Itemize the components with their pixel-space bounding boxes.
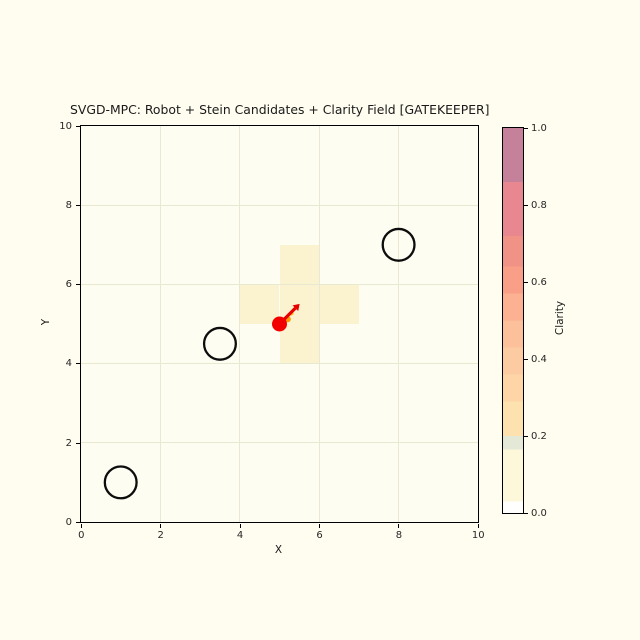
- x-tick-label: 2: [157, 530, 164, 541]
- x-tick-label: 10: [471, 530, 485, 541]
- y-tick-mark: [76, 204, 80, 207]
- colorbar-tick-label: 0.0: [531, 507, 547, 519]
- grid-line-horizontal: [81, 283, 478, 285]
- colorbar-tick-mark: [524, 281, 529, 283]
- y-tick-mark: [76, 521, 80, 523]
- robot-heading-arrow-shaft: [282, 307, 297, 322]
- colorbar-tick-label: 1.0: [531, 122, 547, 134]
- colorbar-tick-mark: [524, 204, 529, 206]
- colorbar-gradient: [502, 127, 524, 514]
- x-axis-label: X: [274, 544, 283, 556]
- y-tick-label: 2: [65, 437, 72, 449]
- robot-heading-arrow-head: [292, 303, 300, 311]
- x-tick-mark: [160, 523, 162, 528]
- x-tick-label: 0: [78, 530, 85, 541]
- x-tick-mark: [80, 523, 82, 528]
- obstacle-circle: [103, 465, 138, 500]
- y-tick-label: 0: [65, 516, 72, 528]
- colorbar-tick-mark: [524, 127, 529, 129]
- clarity-field-cell: [279, 244, 320, 285]
- colorbar-tick-mark: [524, 358, 529, 360]
- x-tick-mark: [239, 523, 241, 528]
- y-tick-label: 8: [65, 200, 72, 211]
- y-tick-mark: [76, 363, 80, 365]
- y-tick-mark: [76, 442, 80, 444]
- colorbar-tick-mark: [524, 512, 529, 514]
- obstacle-circle: [381, 227, 416, 262]
- grid-line-horizontal: [81, 442, 478, 444]
- y-tick-label: 10: [59, 120, 72, 132]
- obstacle-circle: [202, 326, 237, 361]
- y-axis-label: Y: [40, 318, 52, 326]
- grid-line-vertical: [318, 126, 320, 522]
- y-tick-label: 4: [65, 358, 72, 370]
- grid-line-horizontal: [81, 363, 478, 365]
- x-tick-mark: [477, 523, 479, 528]
- colorbar-tick-label: 0.8: [531, 199, 547, 211]
- chart-title: SVGD-MPC: Robot + Stein Candidates + Cla…: [70, 102, 490, 117]
- x-tick-label: 8: [395, 530, 403, 541]
- colorbar-tick-label: 0.6: [531, 276, 547, 288]
- x-tick-mark: [318, 523, 321, 528]
- grid-line-vertical: [239, 126, 241, 522]
- clarity-field-cell: [319, 284, 359, 324]
- plot-shapes-overlay: [103, 227, 416, 500]
- robot-marker: [272, 316, 287, 332]
- grid-line-vertical: [398, 126, 400, 522]
- clarity-field-cell: [239, 284, 280, 324]
- y-tick-mark: [76, 125, 80, 127]
- colorbar-label: Clarity: [554, 300, 566, 336]
- x-tick-mark: [398, 523, 400, 528]
- clarity-field-cell: [279, 324, 320, 364]
- plot-area: [80, 125, 479, 523]
- grid-line-horizontal: [81, 204, 478, 206]
- y-tick-label: 6: [65, 279, 72, 291]
- colorbar-tick-mark: [524, 435, 529, 437]
- colorbar-tick-label: 0.2: [531, 430, 547, 442]
- y-tick-mark: [76, 284, 80, 286]
- colorbar-tick-label: 0.4: [531, 353, 547, 365]
- grid-line-vertical: [159, 126, 161, 522]
- x-tick-label: 4: [236, 530, 244, 541]
- x-tick-label: 6: [316, 530, 323, 541]
